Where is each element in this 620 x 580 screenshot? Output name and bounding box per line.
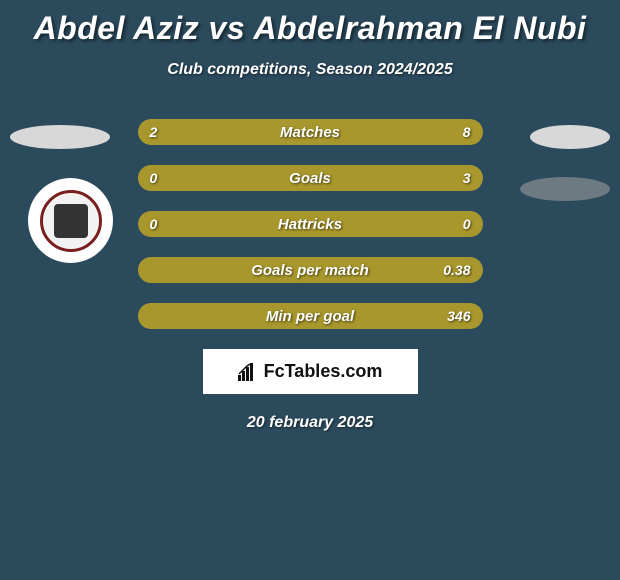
date-text: 20 february 2025 <box>0 414 620 432</box>
stat-label: Matches <box>138 124 483 141</box>
stat-row-goals-per-match: Goals per match 0.38 <box>138 257 483 283</box>
stat-value-right: 8 <box>463 124 471 140</box>
stat-row-matches: 2 Matches 8 <box>138 119 483 145</box>
stat-row-hattricks: 0 Hattricks 0 <box>138 211 483 237</box>
chart-icon <box>238 363 258 381</box>
stat-value-right: 346 <box>447 308 470 324</box>
page-title: Abdel Aziz vs Abdelrahman El Nubi <box>0 0 620 47</box>
stat-label: Hattricks <box>138 216 483 233</box>
stat-value-right: 0 <box>463 216 471 232</box>
stat-label: Goals <box>138 170 483 187</box>
stat-value-right: 3 <box>463 170 471 186</box>
club-badge-icon <box>54 204 88 238</box>
stat-row-min-per-goal: Min per goal 346 <box>138 303 483 329</box>
brand-text: FcTables.com <box>264 361 383 382</box>
stat-row-goals: 0 Goals 3 <box>138 165 483 191</box>
page-subtitle: Club competitions, Season 2024/2025 <box>0 61 620 79</box>
player-right-oval-1 <box>530 125 610 149</box>
player-left-oval <box>10 125 110 149</box>
club-badge <box>28 178 113 263</box>
player-right-oval-2 <box>520 177 610 201</box>
stat-label: Goals per match <box>138 262 483 279</box>
stat-value-right: 0.38 <box>443 262 470 278</box>
club-badge-ring <box>40 190 102 252</box>
brand-box[interactable]: FcTables.com <box>203 349 418 394</box>
stat-label: Min per goal <box>138 308 483 325</box>
